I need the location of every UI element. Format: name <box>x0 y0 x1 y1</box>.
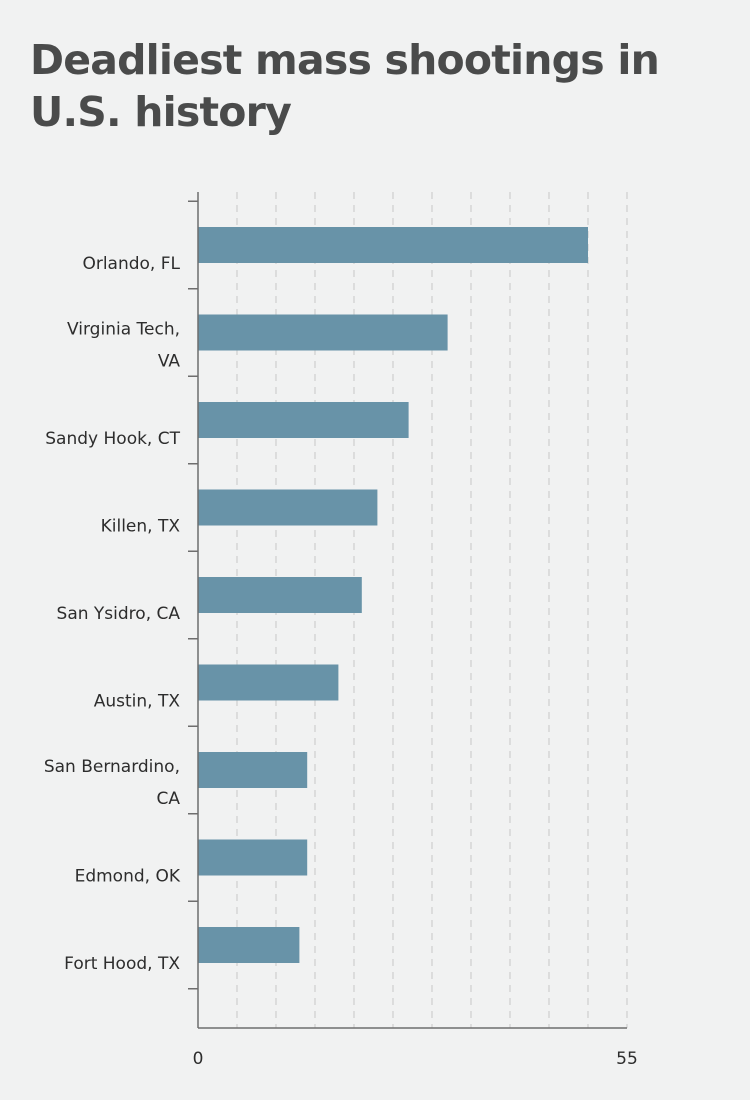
bar <box>198 402 409 438</box>
category-label: San Bernardino, <box>44 757 180 777</box>
x-tick-label: 55 <box>616 1049 638 1069</box>
chart-title: Deadliest mass shootings in U.S. history <box>30 36 660 136</box>
bar <box>198 227 588 263</box>
bar <box>198 752 308 788</box>
category-label: Virginia Tech, <box>67 320 180 340</box>
bar <box>198 927 300 963</box>
category-label: Sandy Hook, CT <box>45 429 180 449</box>
category-label: San Ysidro, CA <box>57 604 181 624</box>
bar <box>198 577 362 613</box>
category-label: Edmond, OK <box>75 867 181 887</box>
bar <box>198 314 448 351</box>
category-label: Austin, TX <box>94 692 181 712</box>
bar <box>198 839 308 876</box>
category-label: CA <box>157 789 181 809</box>
category-label: Fort Hood, TX <box>64 954 180 974</box>
x-tick-label: 0 <box>193 1049 204 1069</box>
category-label: Orlando, FL <box>82 254 180 274</box>
bars <box>198 227 588 963</box>
category-label: VA <box>158 352 181 372</box>
y-axis <box>188 192 627 1029</box>
category-label: Killen, TX <box>101 517 181 537</box>
category-labels: Orlando, FL Virginia Tech, VA Sandy Hook, C… <box>44 254 181 974</box>
bar <box>198 489 378 526</box>
bar <box>198 664 339 701</box>
x-tick-labels: 0 55 <box>193 1049 638 1069</box>
